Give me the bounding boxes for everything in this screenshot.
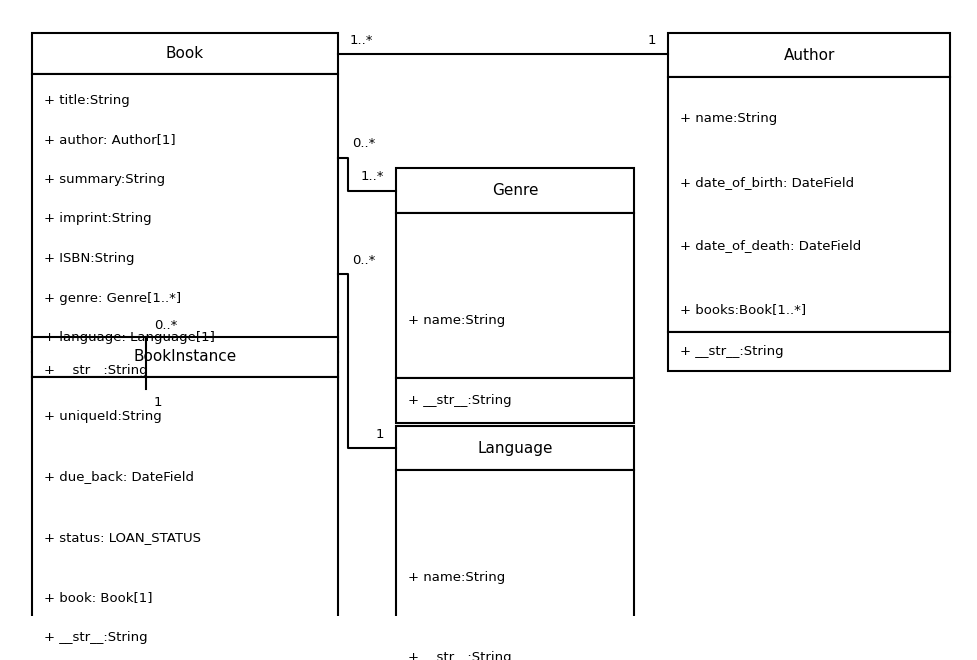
- Text: 1..*: 1..*: [361, 170, 385, 183]
- Text: + __str__:String: + __str__:String: [44, 364, 148, 377]
- Text: 1: 1: [153, 397, 162, 409]
- Bar: [397, 471, 634, 636]
- Text: Author: Author: [784, 48, 834, 63]
- Bar: [397, 168, 634, 213]
- Text: + due_back: DateField: + due_back: DateField: [44, 470, 193, 483]
- Text: 1..*: 1..*: [350, 34, 373, 46]
- Bar: [397, 378, 634, 422]
- Text: + title:String: + title:String: [44, 94, 129, 106]
- Bar: [668, 34, 950, 77]
- Text: + name:String: + name:String: [680, 112, 777, 125]
- Bar: [668, 332, 950, 371]
- Text: + __str__:String: + __str__:String: [407, 394, 512, 407]
- Bar: [32, 337, 338, 377]
- Text: + language: Language[1]: + language: Language[1]: [44, 331, 215, 345]
- Bar: [32, 75, 338, 352]
- Text: + imprint:String: + imprint:String: [44, 213, 151, 226]
- Text: + __str__:String: + __str__:String: [44, 631, 148, 644]
- Text: + ISBN:String: + ISBN:String: [44, 252, 134, 265]
- Text: 1: 1: [376, 428, 385, 441]
- Text: Language: Language: [478, 440, 553, 455]
- Text: + books:Book[1..*]: + books:Book[1..*]: [680, 303, 806, 316]
- Bar: [32, 619, 338, 655]
- Text: BookInstance: BookInstance: [133, 349, 236, 364]
- Text: Book: Book: [166, 46, 204, 61]
- Text: 0..*: 0..*: [353, 253, 376, 267]
- Bar: [397, 426, 634, 471]
- Text: + date_of_death: DateField: + date_of_death: DateField: [680, 240, 861, 252]
- Text: + name:String: + name:String: [407, 314, 505, 327]
- Text: + status: LOAN_STATUS: + status: LOAN_STATUS: [44, 531, 200, 544]
- Text: Genre: Genre: [492, 183, 538, 198]
- Text: + uniqueId:String: + uniqueId:String: [44, 410, 161, 422]
- Text: + author: Author[1]: + author: Author[1]: [44, 133, 175, 147]
- Text: + name:String: + name:String: [407, 572, 505, 584]
- Bar: [32, 352, 338, 389]
- Text: 0..*: 0..*: [353, 137, 376, 150]
- Text: + __str__:String: + __str__:String: [407, 651, 512, 660]
- Text: 0..*: 0..*: [153, 319, 177, 332]
- Text: + summary:String: + summary:String: [44, 173, 165, 186]
- Text: + book: Book[1]: + book: Book[1]: [44, 591, 152, 605]
- Bar: [397, 213, 634, 378]
- Bar: [32, 377, 338, 619]
- Bar: [32, 34, 338, 75]
- Text: + __str__:String: + __str__:String: [680, 345, 784, 358]
- Text: + date_of_birth: DateField: + date_of_birth: DateField: [680, 176, 854, 189]
- Text: 1: 1: [648, 34, 657, 46]
- Bar: [668, 77, 950, 332]
- Text: + genre: Genre[1..*]: + genre: Genre[1..*]: [44, 292, 181, 305]
- Bar: [397, 636, 634, 660]
